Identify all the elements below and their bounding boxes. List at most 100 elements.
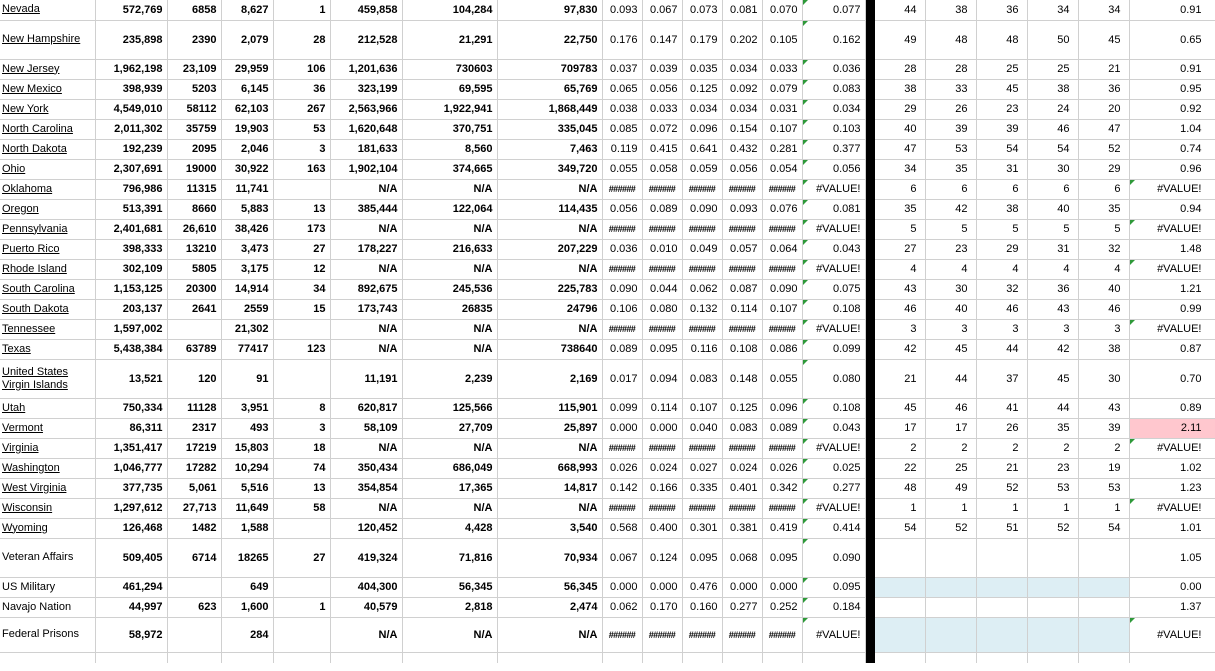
cell-s[interactable]: 30	[1078, 359, 1130, 399]
cell-r[interactable]: 52	[1027, 518, 1079, 539]
cell-h[interactable]: 709783	[497, 59, 603, 80]
cell-o[interactable]: 27	[874, 239, 926, 260]
cell-j[interactable]: ######	[642, 438, 683, 459]
cell-m[interactable]: 0.342	[762, 478, 803, 499]
cell-g[interactable]: N/A	[402, 259, 498, 280]
cell-c[interactable]: 2317	[167, 418, 222, 439]
cell-d[interactable]: 6,145	[221, 79, 274, 100]
cell-c[interactable]: 2641	[167, 299, 222, 320]
cell-b[interactable]: 58,972	[95, 617, 168, 653]
cell-p[interactable]: 45	[925, 339, 977, 360]
cell-k[interactable]: 0.073	[682, 0, 723, 21]
cell-q[interactable]: 41	[976, 398, 1028, 419]
cell-f[interactable]: 58,109	[330, 418, 403, 439]
cell-i[interactable]: 0.055	[602, 159, 643, 180]
cell-j[interactable]: 0.089	[642, 199, 683, 220]
cell-b[interactable]: 1,153,125	[95, 279, 168, 300]
cell-b[interactable]: 86,311	[95, 418, 168, 439]
row-label[interactable]: Wyoming	[0, 518, 96, 539]
cell-g[interactable]: 1,922,941	[402, 99, 498, 120]
cell-p[interactable]: 48	[925, 20, 977, 60]
cell-n[interactable]: 0.277	[802, 478, 866, 499]
cell-i[interactable]: 0.065	[602, 79, 643, 100]
cell-j[interactable]: ######	[642, 617, 683, 653]
cell-r[interactable]: 2	[1027, 438, 1079, 459]
cell-o[interactable]: 44	[874, 0, 926, 21]
cell-k[interactable]: ######	[682, 498, 723, 519]
cell-r[interactable]	[1027, 538, 1079, 578]
cell-r[interactable]: 4	[1027, 259, 1079, 280]
cell-s[interactable]: 1	[1078, 498, 1130, 519]
cell-f[interactable]: 173,743	[330, 299, 403, 320]
cell-o[interactable]: 45	[874, 398, 926, 419]
cell-n[interactable]: #VALUE!	[802, 438, 866, 459]
cell-h[interactable]: 225,783	[497, 279, 603, 300]
cell-t[interactable]: 1.21	[1129, 279, 1215, 300]
cell-c[interactable]: 19000	[167, 159, 222, 180]
cell-j[interactable]: 0.114	[642, 398, 683, 419]
cell-q[interactable]: 31	[976, 159, 1028, 180]
cell-p[interactable]: 3	[925, 319, 977, 340]
cell-p[interactable]: 25	[925, 458, 977, 479]
cell-b[interactable]: 398,939	[95, 79, 168, 100]
cell-i[interactable]: 0.056	[602, 199, 643, 220]
cell-g[interactable]: N/A	[402, 498, 498, 519]
cell-f[interactable]: 40,579	[330, 597, 403, 618]
cell-l[interactable]: 0.401	[722, 478, 763, 499]
cell-m[interactable]: 0.107	[762, 299, 803, 320]
cell-s[interactable]: 46	[1078, 299, 1130, 320]
cell-j[interactable]: 0.147	[642, 20, 683, 60]
cell-g[interactable]: 27,709	[402, 418, 498, 439]
cell-g[interactable]: 69,595	[402, 79, 498, 100]
cell-g[interactable]: N/A	[402, 617, 498, 653]
cell-g[interactable]: 4,428	[402, 518, 498, 539]
cell-g[interactable]: N/A	[402, 219, 498, 240]
cell-t[interactable]: 0.91	[1129, 0, 1215, 21]
cell-o[interactable]: 46	[874, 299, 926, 320]
cell-s[interactable]: 39	[1078, 418, 1130, 439]
cell-b[interactable]: 796,986	[95, 179, 168, 200]
cell-n[interactable]: 0.080	[802, 359, 866, 399]
cell-g[interactable]: 216,633	[402, 239, 498, 260]
cell-s[interactable]: 54	[1078, 518, 1130, 539]
cell-r[interactable]: 50	[1027, 20, 1079, 60]
row-label[interactable]: Vermont	[0, 418, 96, 439]
cell-e[interactable]: 173	[273, 219, 331, 240]
cell-n[interactable]: #VALUE!	[802, 617, 866, 653]
cell-k[interactable]: 0.027	[682, 458, 723, 479]
cell-f[interactable]: N/A	[330, 617, 403, 653]
cell-f[interactable]: 419,324	[330, 538, 403, 578]
row-label[interactable]: US Military	[0, 577, 96, 598]
cell-j[interactable]: 0.056	[642, 79, 683, 100]
cell-g[interactable]: 686,049	[402, 458, 498, 479]
cell-n[interactable]: #VALUE!	[802, 319, 866, 340]
cell-e[interactable]	[273, 577, 331, 598]
cell-r[interactable]: 53	[1027, 478, 1079, 499]
cell-o[interactable]: 54	[874, 518, 926, 539]
cell-b[interactable]: 1,597,002	[95, 319, 168, 340]
cell-f[interactable]: 1,902,104	[330, 159, 403, 180]
cell-e[interactable]: 267	[273, 99, 331, 120]
cell-n[interactable]: 0.184	[802, 597, 866, 618]
row-label[interactable]: South Dakota	[0, 299, 96, 320]
cell-s[interactable]: 21	[1078, 59, 1130, 80]
cell-e[interactable]: 1	[273, 0, 331, 21]
cell-n[interactable]: 0.095	[802, 577, 866, 598]
cell-j[interactable]: 0.124	[642, 538, 683, 578]
cell-s[interactable]: 2	[1078, 438, 1130, 459]
cell-q[interactable]: 2	[976, 438, 1028, 459]
cell-l[interactable]: 0.081	[722, 0, 763, 21]
cell-n[interactable]: 0.377	[802, 139, 866, 160]
cell-c[interactable]: 8660	[167, 199, 222, 220]
cell-k[interactable]: 0.040	[682, 418, 723, 439]
cell-d[interactable]: 21,302	[221, 319, 274, 340]
cell-c[interactable]: 35759	[167, 119, 222, 140]
cell-m[interactable]: ######	[762, 438, 803, 459]
cell-g[interactable]: 26835	[402, 299, 498, 320]
cell-j[interactable]: 0.010	[642, 239, 683, 260]
cell-p[interactable]: 2	[925, 438, 977, 459]
cell-k[interactable]: 0.179	[682, 20, 723, 60]
cell-j[interactable]: 0.095	[642, 339, 683, 360]
cell-m[interactable]: 0.079	[762, 79, 803, 100]
cell-f[interactable]: 354,854	[330, 478, 403, 499]
